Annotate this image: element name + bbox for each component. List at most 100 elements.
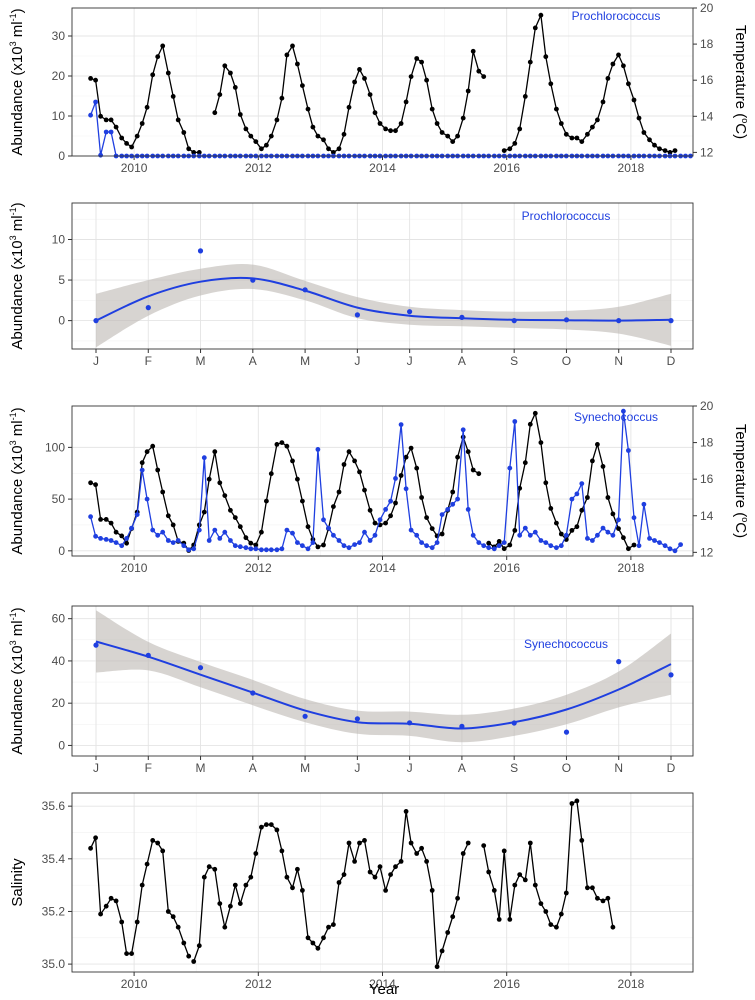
data-point-temperature (196, 150, 202, 155)
data-point-abundance (610, 532, 616, 538)
data-point-salinity (465, 840, 471, 846)
data-point-salinity (186, 953, 192, 959)
data-point-salinity (155, 840, 161, 846)
data-point-salinity (268, 822, 274, 827)
data-point-temperature (465, 88, 471, 94)
y-title-part: ) (9, 407, 26, 412)
monthly-point (93, 642, 99, 648)
data-point-temperature (667, 150, 673, 155)
x-tick-label: M (300, 761, 310, 775)
data-point-salinity (450, 914, 456, 920)
data-point-salinity (124, 951, 129, 956)
y-title-part: ml (9, 21, 26, 41)
data-point-abundance (181, 543, 187, 549)
smooth-line (95, 640, 672, 730)
y-title-part: ml (9, 215, 26, 235)
data-point-temperature (144, 104, 150, 110)
data-point-abundance (543, 540, 549, 545)
data-point-abundance (512, 419, 518, 424)
data-point-salinity (585, 885, 590, 891)
data-point-temperature (315, 544, 321, 550)
data-point-abundance (232, 543, 238, 549)
y-tick-label: 0 (58, 314, 65, 328)
data-point-temperature (336, 489, 342, 495)
data-point-temperature (532, 25, 538, 31)
data-point-salinity (88, 845, 93, 851)
data-point-salinity (331, 922, 336, 927)
data-point-salinity (393, 864, 398, 870)
data-point-temperature (228, 70, 233, 76)
data-point-salinity (103, 903, 109, 909)
data-point-abundance (647, 536, 652, 541)
data-point-abundance (268, 547, 274, 553)
data-point-temperature (346, 449, 352, 455)
data-point-salinity (554, 924, 559, 930)
data-point-abundance (481, 543, 487, 549)
data-point-temperature (124, 540, 129, 546)
x-tick-label: J (354, 761, 360, 775)
data-point-abundance (284, 527, 290, 533)
data-point-temperature (455, 133, 460, 139)
data-point-temperature (543, 480, 549, 486)
data-point-salinity (595, 895, 600, 901)
data-point-abundance (175, 538, 181, 543)
data-point-temperature (300, 498, 305, 504)
data-point-salinity (134, 919, 140, 925)
data-point-temperature (346, 104, 352, 110)
data-point-temperature (232, 515, 238, 520)
data-point-salinity (212, 866, 218, 872)
data-point-salinity (264, 822, 269, 827)
data-point-temperature (377, 121, 383, 126)
data-point-salinity (445, 930, 451, 935)
data-point-abundance (470, 532, 476, 538)
data-point-temperature (439, 531, 445, 537)
data-point-salinity (321, 935, 326, 941)
data-point-temperature (326, 146, 331, 152)
y2-tick-label: 16 (700, 472, 714, 486)
data-point-abundance (93, 99, 98, 105)
data-point-abundance (445, 507, 451, 512)
data-point-abundance (522, 525, 528, 531)
data-point-abundance (206, 538, 212, 543)
data-point-temperature (88, 480, 93, 486)
data-point-temperature (367, 507, 373, 513)
data-point-temperature (393, 500, 398, 506)
data-point-temperature (352, 79, 357, 85)
data-point-temperature (507, 146, 513, 152)
data-point-abundance (290, 530, 295, 536)
data-point-salinity (346, 840, 352, 846)
y-title-part: Abundance (x10 (9, 46, 26, 155)
data-point-salinity (481, 843, 487, 848)
data-point-abundance (103, 537, 109, 542)
y-tick-label: 50 (52, 492, 66, 506)
data-point-temperature (150, 72, 156, 78)
y2-tick-label: 14 (700, 109, 714, 123)
data-point-temperature (419, 59, 424, 65)
data-point-abundance (155, 532, 161, 538)
data-point-abundance (310, 540, 316, 545)
monthly-point (250, 690, 256, 696)
data-point-salinity (326, 924, 331, 930)
data-point-salinity (119, 919, 125, 925)
data-point-abundance (377, 517, 383, 523)
data-point-abundance (300, 543, 305, 549)
x-tick-label: J (407, 761, 413, 775)
x-tick-label: M (196, 761, 206, 775)
data-point-abundance (88, 112, 93, 118)
data-point-abundance (134, 512, 140, 517)
data-point-temperature (108, 520, 114, 526)
x-tick-label: 2012 (245, 161, 272, 175)
data-point-temperature (398, 473, 404, 478)
data-point-abundance (554, 545, 559, 551)
data-point-temperature (191, 150, 197, 155)
data-point-abundance (486, 545, 492, 551)
x-tick-label: A (458, 761, 466, 775)
data-point-abundance (243, 545, 249, 551)
x-tick-label: 2014 (369, 977, 396, 991)
data-point-temperature (522, 94, 528, 99)
x-tick-label: O (562, 761, 571, 775)
data-point-abundance (595, 532, 600, 538)
y2-tick-label: 16 (700, 73, 714, 87)
data-point-temperature (424, 515, 429, 520)
data-point-temperature (124, 141, 129, 146)
